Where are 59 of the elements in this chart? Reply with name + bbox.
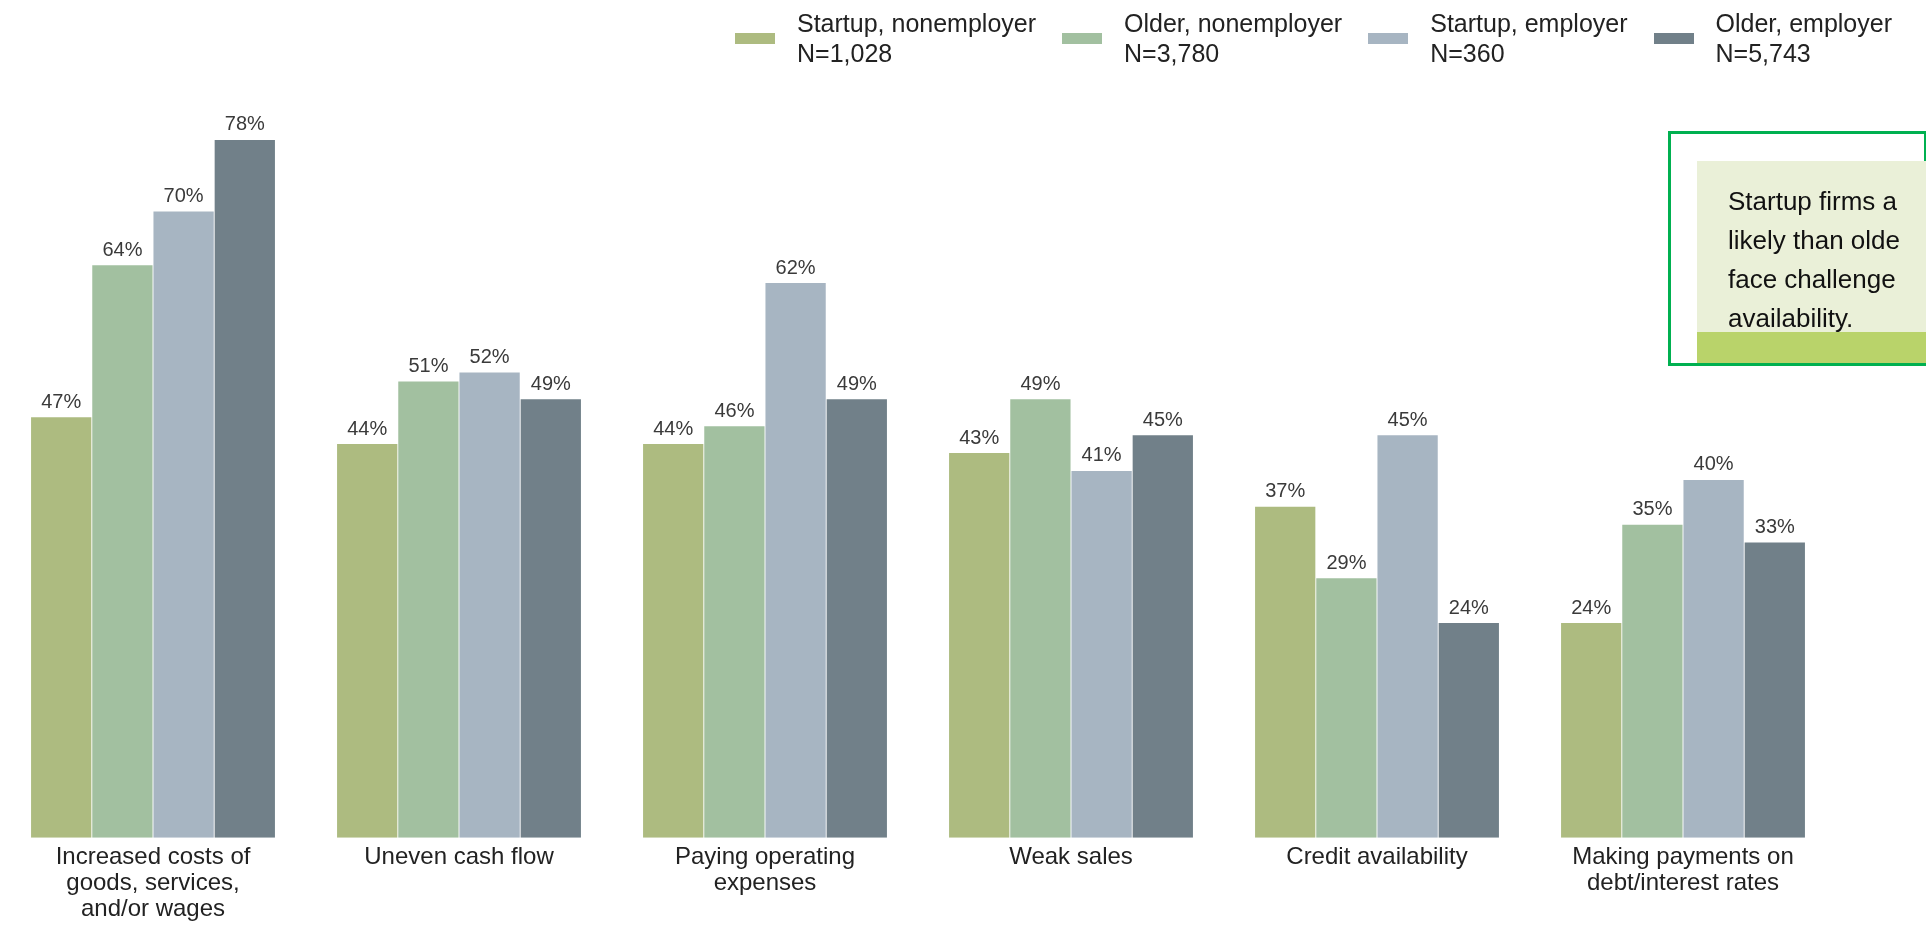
data-label: 78% xyxy=(224,112,266,135)
data-label: 24% xyxy=(1448,595,1490,618)
data-label: 46% xyxy=(714,398,755,421)
data-label: 29% xyxy=(1326,550,1367,573)
bar xyxy=(153,211,214,838)
data-label: 33% xyxy=(1754,515,1796,538)
data-label: 51% xyxy=(408,353,449,376)
data-label: 44% xyxy=(653,416,694,439)
data-label: 64% xyxy=(102,237,143,260)
bar xyxy=(1683,479,1744,838)
bar xyxy=(459,372,520,838)
data-label: 44% xyxy=(347,416,388,439)
data-label: 62% xyxy=(775,255,816,278)
bar xyxy=(1438,623,1499,838)
data-label: 45% xyxy=(1142,407,1184,430)
bar xyxy=(1316,578,1377,838)
data-label: 45% xyxy=(1387,407,1428,430)
data-label: 43% xyxy=(959,425,1000,448)
x-tick-label: Credit availability xyxy=(1286,841,1468,869)
bar xyxy=(214,139,275,838)
x-tick-label: Making payments on debt/interest rates xyxy=(1572,841,1794,896)
bar xyxy=(826,399,887,838)
bar xyxy=(1071,470,1132,838)
bar xyxy=(1010,399,1071,838)
data-label: 24% xyxy=(1571,595,1612,618)
legend-label: Older, nonemployer N=3,780 xyxy=(1124,8,1343,68)
bar xyxy=(337,444,398,838)
data-label: 37% xyxy=(1265,479,1306,502)
bar xyxy=(1561,623,1622,838)
data-label: 49% xyxy=(530,371,572,394)
data-label: 41% xyxy=(1081,443,1122,466)
bar xyxy=(704,426,765,838)
bar xyxy=(949,453,1010,838)
data-label: 70% xyxy=(163,183,204,206)
data-label: 40% xyxy=(1693,452,1734,475)
bar xyxy=(1132,435,1193,838)
data-label: 47% xyxy=(41,389,82,412)
data-label: 49% xyxy=(836,371,878,394)
legend-label: Startup, nonemployer N=1,028 xyxy=(796,8,1037,68)
bar xyxy=(398,381,459,838)
bar xyxy=(1744,542,1805,838)
bar xyxy=(643,444,704,838)
bar xyxy=(765,283,826,838)
x-tick-label: Weak sales xyxy=(1009,841,1133,869)
x-tick-label: Increased costs of goods, services, and/or wages xyxy=(55,841,251,922)
data-label: 52% xyxy=(469,345,510,368)
bar xyxy=(520,399,581,838)
bar xyxy=(1377,435,1438,838)
x-tick-label: Paying operating expenses xyxy=(674,841,856,896)
bar xyxy=(31,417,92,838)
data-label: 49% xyxy=(1020,371,1061,394)
bar xyxy=(1255,506,1316,838)
bar xyxy=(92,265,153,838)
x-tick-label: Uneven cash flow xyxy=(364,841,555,869)
annotation: Startup firms a likely than olde face challenge availability. xyxy=(1728,185,1900,335)
legend-label: Startup, employer N=360 xyxy=(1430,8,1628,68)
data-label: 35% xyxy=(1632,497,1673,520)
bar xyxy=(1622,524,1683,838)
legend-label: Older, employer N=5,743 xyxy=(1715,8,1892,68)
